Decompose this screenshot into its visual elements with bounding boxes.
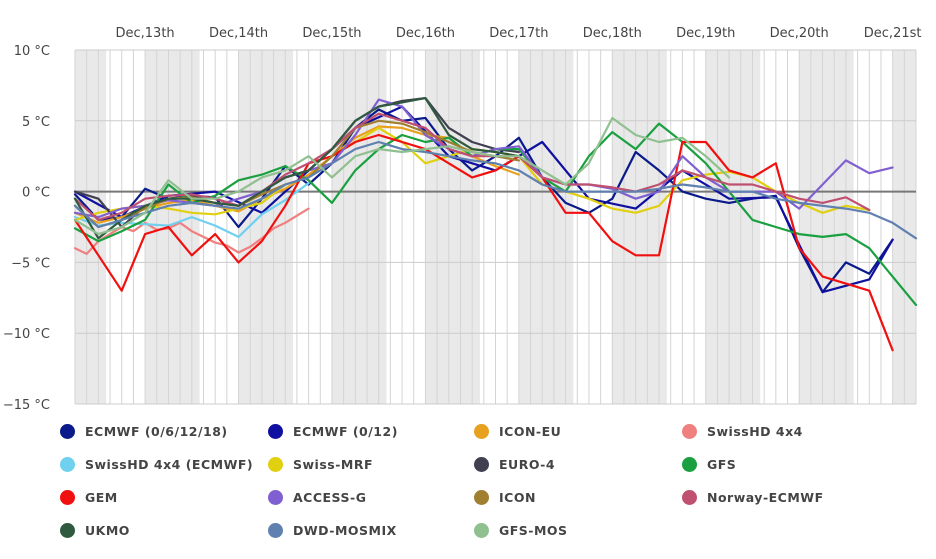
- legend-item[interactable]: EURO-4: [474, 451, 555, 477]
- legend-label: SwissHD 4x4: [707, 423, 803, 439]
- legend-label: Swiss-MRF: [293, 456, 374, 472]
- legend-label: GFS-MOS: [499, 522, 568, 538]
- x-day-label: Dec,17th: [489, 26, 548, 41]
- legend-label: EURO-4: [499, 456, 556, 472]
- legend-swatch: [474, 489, 489, 505]
- night-band: [612, 50, 667, 404]
- x-day-label: Dec,20th: [770, 26, 829, 41]
- chart-legend: ECMWF (0/6/12/18) ECMWF (0/12) ICON-EU Swis…: [0, 418, 936, 559]
- x-day-label: Dec,19th: [676, 26, 735, 41]
- legend-swatch: [60, 423, 75, 439]
- chart-canvas: Dec,13th Dec,14th Dec,15th Dec,16th Dec,17th…: [3, 26, 922, 413]
- legend-swatch: [268, 423, 283, 439]
- x-axis-day-labels: Dec,13th Dec,14th Dec,15th Dec,16th Dec,17th…: [115, 26, 921, 41]
- legend-item[interactable]: SwissHD 4x4: [682, 418, 803, 444]
- series-line: [73, 116, 731, 236]
- legend-swatch: [60, 489, 75, 505]
- legend-swatch: [60, 522, 75, 538]
- legend-swatch: [474, 522, 489, 538]
- legend-swatch: [682, 456, 697, 472]
- series-line: [73, 96, 521, 240]
- series-line: [73, 112, 871, 221]
- legend-item[interactable]: UKMO: [60, 517, 130, 543]
- night-bands: [75, 50, 916, 404]
- legend-swatch: [268, 489, 283, 505]
- x-day-label: Dec,18th: [583, 26, 642, 41]
- y-tick-label: −10 °C: [3, 327, 50, 342]
- legend-label: ECMWF (0/6/12/18): [85, 423, 228, 439]
- x-day-label: Dec,16th: [396, 26, 455, 41]
- legend-label: UKMO: [85, 522, 130, 538]
- legend-item[interactable]: ECMWF (0/12): [268, 418, 398, 444]
- legend-item[interactable]: ECMWF (0/6/12/18): [60, 418, 228, 444]
- series-line: [73, 140, 918, 240]
- legend-item[interactable]: GFS-MOS: [474, 517, 568, 543]
- legend-item[interactable]: GFS: [682, 451, 736, 477]
- series-line: [73, 133, 894, 352]
- legend-swatch: [682, 423, 697, 439]
- series-line: [73, 182, 310, 238]
- y-tick-label: 0 °C: [22, 186, 50, 201]
- legend-item[interactable]: DWD-MOSMIX: [268, 517, 397, 543]
- legend-swatch: [268, 456, 283, 472]
- legend-item[interactable]: ICON-EU: [474, 418, 561, 444]
- legend-swatch: [474, 456, 489, 472]
- y-tick-label: 10 °C: [14, 44, 50, 59]
- legend-item[interactable]: Swiss-MRF: [268, 451, 373, 477]
- legend-item[interactable]: GEM: [60, 484, 118, 510]
- night-band: [518, 50, 574, 404]
- legend-item[interactable]: SwissHD 4x4 (ECMWF): [60, 451, 253, 477]
- x-day-label: Dec,15th: [302, 26, 361, 41]
- y-tick-label: −15 °C: [3, 398, 50, 413]
- legend-label: ECMWF (0/12): [293, 423, 398, 439]
- legend-item[interactable]: ICON: [474, 484, 536, 510]
- legend-swatch: [474, 423, 489, 439]
- x-day-label: Dec,21st: [864, 26, 922, 41]
- y-axis-tick-labels: 10 °C 5 °C 0 °C −5 °C −10 °C −15 °C: [3, 44, 50, 413]
- legend-label: GEM: [85, 489, 118, 505]
- x-day-label: Dec,14th: [209, 26, 268, 41]
- legend-label: DWD-MOSMIX: [293, 522, 397, 538]
- legend-label: ACCESS-G: [293, 489, 367, 505]
- series-line: [73, 207, 310, 255]
- x-day-label: Dec,13th: [115, 26, 174, 41]
- legend-label: ICON: [499, 489, 536, 505]
- legend-item[interactable]: Norway-ECMWF: [682, 484, 824, 510]
- legend-label: Norway-ECMWF: [707, 489, 824, 505]
- y-tick-label: −5 °C: [11, 256, 50, 271]
- y-tick-label: 5 °C: [22, 115, 50, 130]
- night-band: [799, 50, 854, 404]
- night-band: [331, 50, 387, 404]
- legend-label: SwissHD 4x4 (ECMWF): [85, 456, 254, 472]
- legend-swatch: [268, 522, 283, 538]
- legend-swatch: [682, 489, 697, 505]
- legend-swatch: [60, 456, 75, 472]
- vertical-gridlines: [74, 50, 917, 404]
- series-lines: [73, 96, 918, 352]
- legend-label: ICON-EU: [499, 423, 562, 439]
- legend-label: GFS: [707, 456, 737, 472]
- night-band: [705, 50, 761, 404]
- legend-item[interactable]: ACCESS-G: [268, 484, 366, 510]
